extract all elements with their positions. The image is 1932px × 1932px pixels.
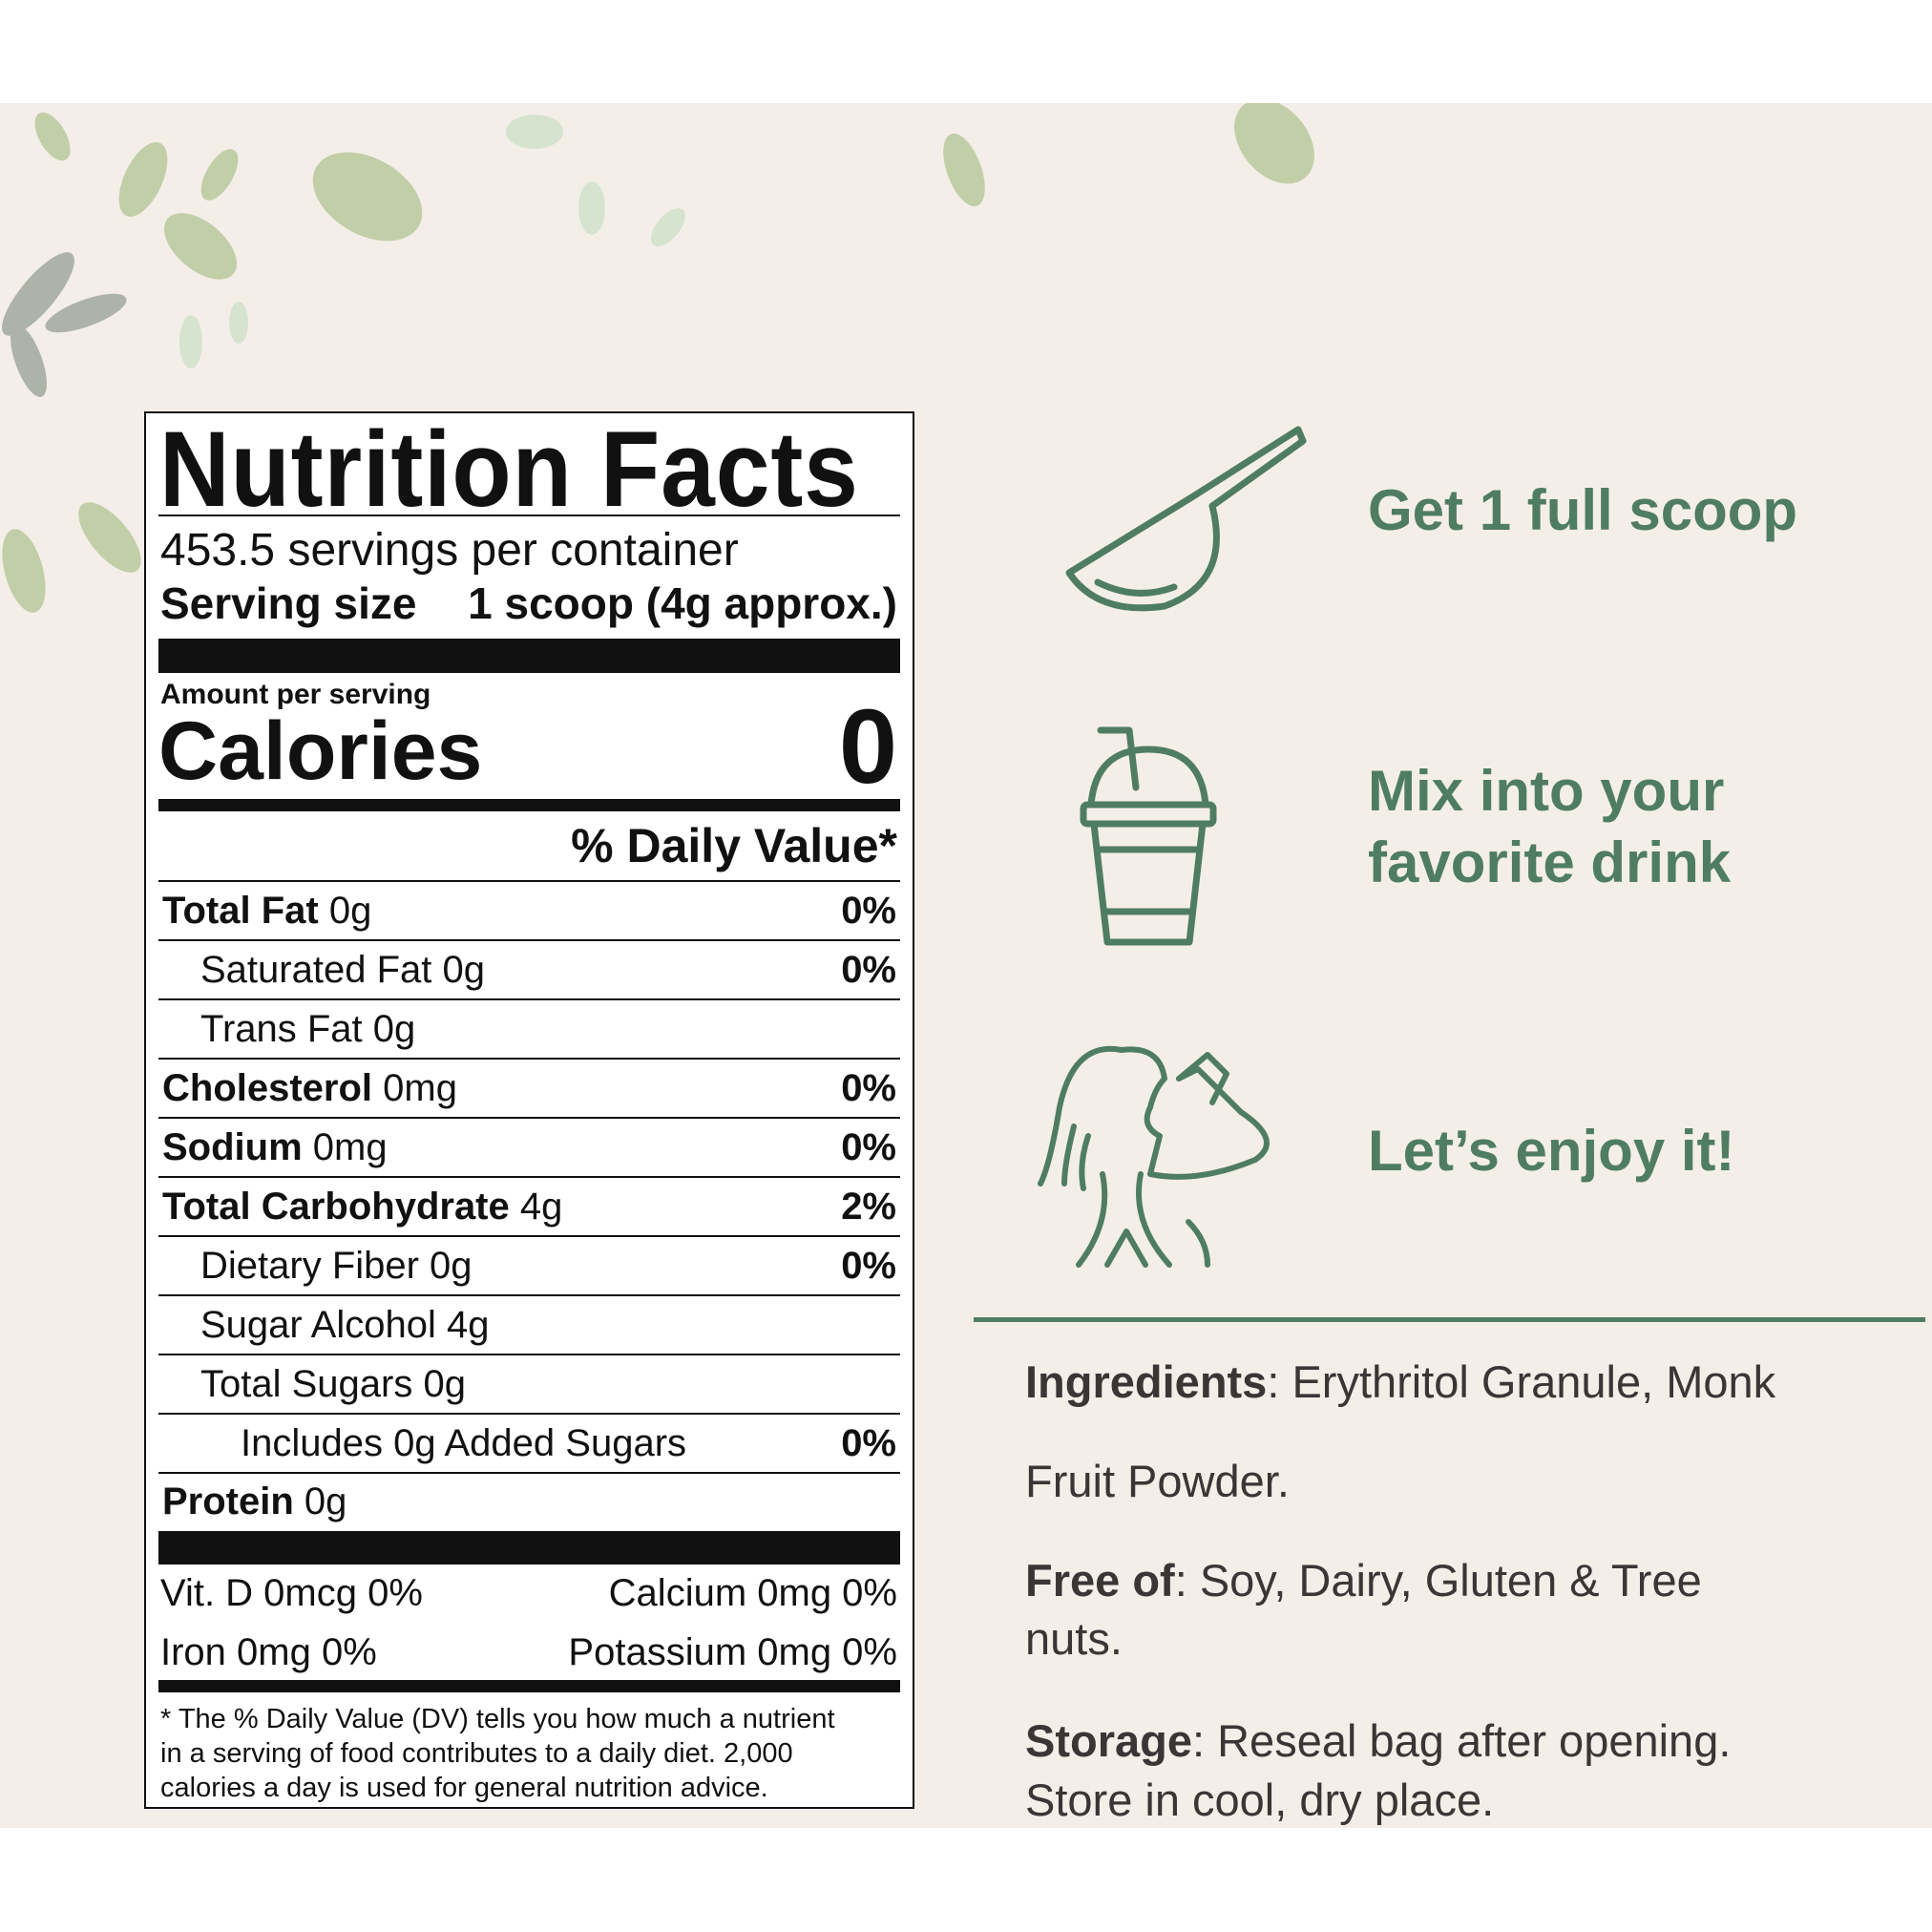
- nutrient-row: Trans Fat 0g: [158, 998, 900, 1058]
- nutrient-label: Total Fat: [162, 889, 319, 932]
- step-get-scoop: Get 1 full scoop: [1368, 478, 1798, 542]
- nutrient-row: Total Fat 0g 0%: [158, 880, 900, 939]
- nutrient-row: Includes 0g Added Sugars 0%: [158, 1413, 900, 1472]
- nutrient-name: Sodium 0mg: [162, 1126, 388, 1169]
- daily-value-percent: 0%: [841, 1066, 896, 1109]
- medium-divider: [158, 1680, 900, 1692]
- nutrient-row: Protein 0g: [158, 1472, 900, 1529]
- storage-label: Storage: [1025, 1715, 1192, 1766]
- nutrient-label: Dietary Fiber 0g: [200, 1244, 472, 1287]
- iron: Iron 0mg 0%: [160, 1631, 377, 1673]
- nutrient-row: Sugar Alcohol 4g: [158, 1294, 900, 1354]
- ingredients-text: Fruit Powder.: [1025, 1456, 1290, 1506]
- step-enjoy: Let’s enjoy it!: [1368, 1119, 1735, 1183]
- nutrient-label: Includes 0g Added Sugars: [241, 1421, 687, 1464]
- daily-value-percent: 0%: [841, 1125, 896, 1168]
- daily-value-percent: 0%: [841, 1244, 896, 1287]
- nutrient-amount: 0mg: [372, 1066, 457, 1109]
- serving-size-value: 1 scoop (4g approx.): [468, 578, 897, 628]
- storage-text: : Reseal bag after opening.: [1192, 1715, 1732, 1766]
- daily-value-percent: 0%: [841, 948, 896, 991]
- section-divider: [974, 1317, 1925, 1322]
- ingredients-label: Ingredients: [1025, 1356, 1268, 1407]
- nutrient-label: Sugar Alcohol 4g: [200, 1303, 490, 1346]
- step-mix-line: favorite drink: [1368, 830, 1732, 894]
- nutrient-name: Total Carbohydrate 4g: [162, 1186, 562, 1228]
- free-of-text: : Soy, Dairy, Gluten & Tree: [1174, 1555, 1702, 1606]
- nutrient-name: Saturated Fat 0g: [162, 949, 485, 992]
- nutrient-name: Protein 0g: [162, 1480, 346, 1523]
- ingredients-text: : Erythritol Granule, Monk: [1267, 1356, 1776, 1407]
- nutrient-amount: 0mg: [302, 1125, 388, 1168]
- free-of-line: Free of: Soy, Dairy, Gluten & Tree: [1025, 1554, 1702, 1606]
- calories-label: Calories: [158, 705, 483, 797]
- daily-value-percent: 0%: [841, 889, 896, 932]
- nutrient-name: Cholesterol 0mg: [162, 1067, 457, 1110]
- calories-value: 0: [838, 688, 897, 806]
- nutrient-label: Sodium: [162, 1125, 303, 1168]
- scoop-icon: [1065, 426, 1307, 612]
- vit-d: Vit. D 0mcg 0%: [160, 1572, 423, 1614]
- divider: [158, 514, 900, 516]
- nutrient-name: Sugar Alcohol 4g: [162, 1304, 489, 1347]
- serving-size-label: Serving size: [160, 578, 417, 628]
- nutrient-label: Total Carbohydrate: [162, 1185, 510, 1228]
- nutrient-label: Cholesterol: [162, 1066, 373, 1109]
- leaves-decoration-icon: [2, 103, 1314, 613]
- nutrient-row: Saturated Fat 0g 0%: [158, 939, 900, 998]
- thick-divider: [158, 639, 900, 673]
- nutrient-row: Total Sugars 0g: [158, 1354, 900, 1413]
- nutrient-amount: 0g: [293, 1480, 347, 1522]
- nutrient-label: Protein: [162, 1480, 294, 1522]
- potassium: Potassium 0mg 0%: [568, 1631, 897, 1673]
- footnote-line: calories a day is used for general nutri…: [160, 1773, 768, 1803]
- step-mix-drink: Mix into your favorite drink: [1368, 755, 1731, 898]
- drink-cup-icon: [1080, 726, 1217, 946]
- free-of-label: Free of: [1025, 1555, 1175, 1606]
- calcium: Calcium 0mg 0%: [608, 1572, 897, 1614]
- storage-line: Storage: Reseal bag after opening.: [1025, 1714, 1731, 1767]
- label-title: Nutrition Facts: [159, 410, 859, 529]
- daily-value-percent: 2%: [841, 1185, 896, 1228]
- step-mix-line: Mix into your: [1368, 759, 1725, 823]
- nutrition-facts-label: Nutrition Facts 453.5 servings per conta…: [144, 410, 914, 1809]
- daily-value-percent: 0%: [841, 1421, 896, 1464]
- servings-per-container: 453.5 servings per container: [160, 525, 739, 576]
- medium-divider: [158, 799, 900, 811]
- ingredients-line: Ingredients: Erythritol Granule, Monk: [1025, 1355, 1775, 1408]
- thick-divider: [158, 1531, 900, 1564]
- nutrient-row: Cholesterol 0mg 0%: [158, 1058, 900, 1117]
- nutrient-row: Sodium 0mg 0%: [158, 1117, 900, 1176]
- nutrient-name: Includes 0g Added Sugars: [162, 1422, 686, 1465]
- nutrient-name: Trans Fat 0g: [162, 1008, 415, 1051]
- storage-text: Store in cool, dry place.: [1025, 1774, 1495, 1825]
- nutrient-row: Dietary Fiber 0g 0%: [158, 1235, 900, 1294]
- daily-value-header: % Daily Value*: [571, 819, 897, 872]
- nutrient-name: Total Fat 0g: [162, 890, 371, 933]
- nutrient-label: Total Sugars 0g: [200, 1362, 466, 1405]
- nutrient-amount: 4g: [509, 1185, 563, 1228]
- nutrient-label: Trans Fat 0g: [200, 1007, 416, 1050]
- free-of-text: nuts.: [1025, 1613, 1123, 1664]
- nutrient-name: Total Sugars 0g: [162, 1363, 466, 1406]
- footnote-line: in a serving of food contributes to a da…: [160, 1738, 793, 1769]
- nutrient-row: Total Carbohydrate 4g 2%: [158, 1176, 900, 1235]
- amount-per-serving: Amount per serving: [160, 679, 431, 710]
- footnote: * The % Daily Value (DV) tells you how m…: [160, 1702, 835, 1805]
- woman-drinking-icon: [1038, 1045, 1270, 1268]
- nutrient-amount: 0g: [318, 889, 372, 932]
- nutrient-name: Dietary Fiber 0g: [162, 1245, 472, 1288]
- footnote-line: * The % Daily Value (DV) tells you how m…: [160, 1704, 835, 1734]
- nutrient-label: Saturated Fat 0g: [200, 948, 485, 991]
